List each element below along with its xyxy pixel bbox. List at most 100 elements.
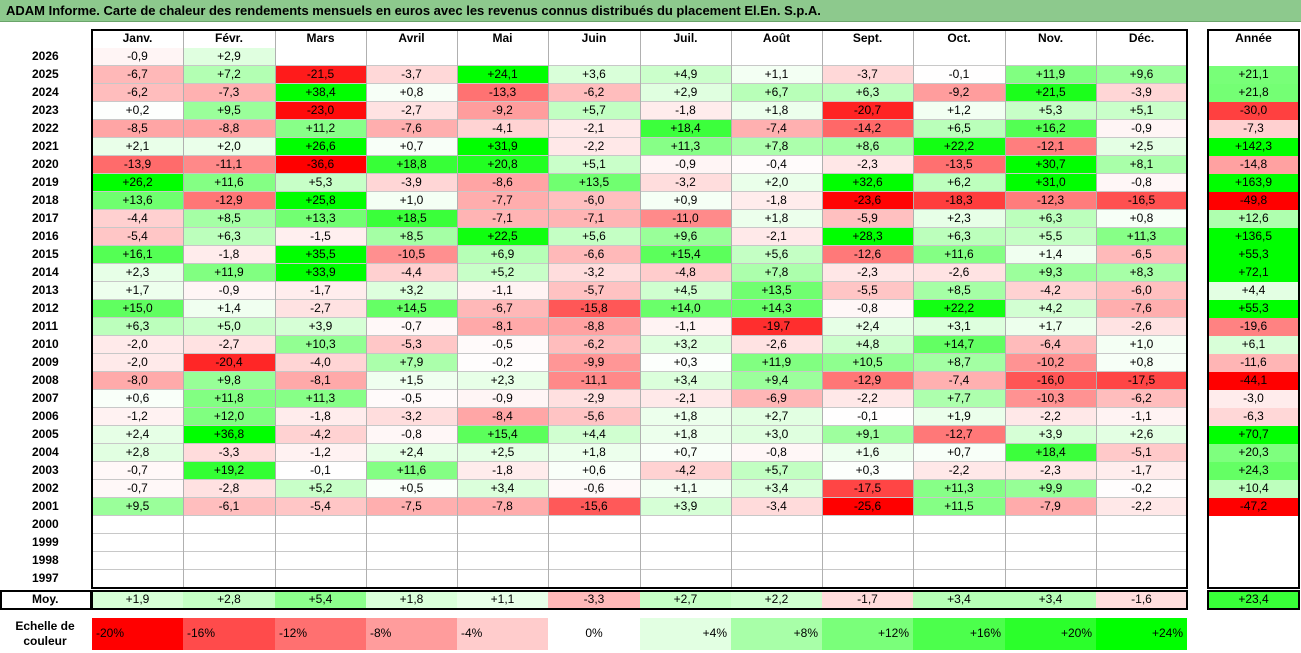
heatmap-cell: -9,9 — [548, 354, 640, 372]
month-header: Oct. — [947, 31, 971, 45]
row-gridline — [92, 407, 1187, 408]
heatmap-cell: -1,8 — [640, 102, 731, 120]
heatmap-cell — [183, 552, 275, 570]
heatmap-cell: -18,3 — [913, 192, 1005, 210]
heatmap-cell — [366, 534, 457, 552]
color-scale-swatch: +20% — [1005, 618, 1096, 650]
heatmap-cell: +2,9 — [640, 84, 731, 102]
heatmap-cell: +2,3 — [92, 264, 183, 282]
heatmap-cell: -0,7 — [366, 318, 457, 336]
heatmap-cell: -1,8 — [457, 462, 548, 480]
heatmap-cell: +11,9 — [1005, 66, 1096, 84]
heatmap-cell — [183, 570, 275, 588]
heatmap-cell: -1,8 — [731, 192, 822, 210]
average-cell: +1,9 — [92, 591, 183, 609]
heatmap-cell: -0,7 — [92, 462, 183, 480]
annual-cell — [1208, 552, 1299, 570]
heatmap-cell: +1,4 — [1005, 246, 1096, 264]
annual-cell: -7,3 — [1208, 120, 1299, 138]
heatmap-cell — [548, 516, 640, 534]
heatmap-cell: +3,2 — [640, 336, 731, 354]
heatmap-cell: -12,1 — [1005, 138, 1096, 156]
annual-cell: +163,9 — [1208, 174, 1299, 192]
heatmap-cell: +2,8 — [92, 444, 183, 462]
annual-cell: +72,1 — [1208, 264, 1299, 282]
annual-cell: -47,2 — [1208, 498, 1299, 516]
heatmap-cell: +11,6 — [913, 246, 1005, 264]
month-header: Mars — [306, 31, 335, 45]
year-label: 2022 — [32, 121, 59, 135]
heatmap-cell: -4,2 — [1005, 282, 1096, 300]
heatmap-cell: +5,3 — [275, 174, 366, 192]
heatmap-cell: -4,2 — [640, 462, 731, 480]
year-label: 2005 — [32, 427, 59, 441]
average-cell: +1,8 — [366, 591, 457, 609]
heatmap-cell — [548, 552, 640, 570]
heatmap-cell: -0,2 — [1096, 480, 1187, 498]
month-header: Août — [762, 31, 791, 45]
heatmap-cell: +28,3 — [822, 228, 913, 246]
heatmap-cell: +5,6 — [731, 246, 822, 264]
heatmap-cell: +3,4 — [731, 480, 822, 498]
row-gridline — [92, 119, 1187, 120]
row-gridline — [92, 425, 1187, 426]
column-gridline — [548, 30, 549, 588]
heatmap-cell — [1096, 48, 1187, 66]
annual-cell: +12,6 — [1208, 210, 1299, 228]
heatmap-cell: -6,7 — [457, 300, 548, 318]
heatmap-cell: +5,6 — [548, 228, 640, 246]
heatmap-cell: +6,5 — [913, 120, 1005, 138]
heatmap-cell: +16,1 — [92, 246, 183, 264]
heatmap-cell: +6,3 — [183, 228, 275, 246]
annual-cell: +10,4 — [1208, 480, 1299, 498]
month-header: Déc. — [1128, 31, 1155, 45]
year-label: 2007 — [32, 391, 59, 405]
heatmap-cell: -6,2 — [548, 84, 640, 102]
annual-cell: -14,8 — [1208, 156, 1299, 174]
heatmap-cell: +8,3 — [1096, 264, 1187, 282]
annual-cell — [1208, 570, 1299, 588]
heatmap-cell: +0,9 — [640, 192, 731, 210]
heatmap-cell: +1,6 — [822, 444, 913, 462]
heatmap-cell: -8,1 — [457, 318, 548, 336]
heatmap-cell: -2,8 — [183, 480, 275, 498]
heatmap-cell: -5,4 — [92, 228, 183, 246]
heatmap-cell: -16,0 — [1005, 372, 1096, 390]
row-gridline — [92, 389, 1187, 390]
heatmap-cell: -2,3 — [822, 264, 913, 282]
heatmap-cell: +9,6 — [640, 228, 731, 246]
heatmap-cell — [92, 570, 183, 588]
annual-cell — [1208, 48, 1299, 66]
heatmap-cell: +2,1 — [92, 138, 183, 156]
heatmap-cell: -0,8 — [366, 426, 457, 444]
heatmap-cell: +9,6 — [1096, 66, 1187, 84]
annual-cell: -11,6 — [1208, 354, 1299, 372]
heatmap-cell: -16,5 — [1096, 192, 1187, 210]
heatmap-cell: -3,4 — [731, 498, 822, 516]
heatmap-cell — [366, 552, 457, 570]
heatmap-cell: -7,7 — [457, 192, 548, 210]
heatmap-cell — [366, 570, 457, 588]
heatmap-cell: +1,7 — [92, 282, 183, 300]
year-label: 2008 — [32, 373, 59, 387]
heatmap-cell: +9,5 — [183, 102, 275, 120]
annual-cell: -6,3 — [1208, 408, 1299, 426]
heatmap-cell: -8,4 — [457, 408, 548, 426]
year-label: 1999 — [32, 535, 59, 549]
heatmap-cell: +4,9 — [640, 66, 731, 84]
color-scale-swatch: +4% — [640, 618, 731, 650]
heatmap-cell: -8,0 — [92, 372, 183, 390]
year-label: 2002 — [32, 481, 59, 495]
heatmap-cell: +26,6 — [275, 138, 366, 156]
heatmap-cell: -3,9 — [366, 174, 457, 192]
heatmap-cell: +13,6 — [92, 192, 183, 210]
heatmap-cell — [92, 552, 183, 570]
heatmap-cell — [1005, 534, 1096, 552]
heatmap-cell: +2,3 — [913, 210, 1005, 228]
heatmap-cell: +3,9 — [275, 318, 366, 336]
row-gridline — [92, 353, 1187, 354]
heatmap-cell — [457, 516, 548, 534]
row-gridline — [92, 227, 1187, 228]
heatmap-cell: -15,6 — [548, 498, 640, 516]
average-cell: +2,8 — [183, 591, 275, 609]
